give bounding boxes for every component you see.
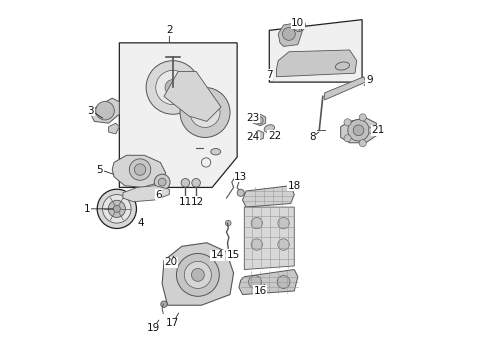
Ellipse shape xyxy=(210,149,220,155)
Circle shape xyxy=(176,253,219,296)
Polygon shape xyxy=(252,130,263,140)
Text: 2: 2 xyxy=(166,25,172,35)
Polygon shape xyxy=(276,50,356,77)
Text: 21: 21 xyxy=(371,125,384,135)
Circle shape xyxy=(154,174,170,190)
Circle shape xyxy=(180,87,229,137)
Polygon shape xyxy=(108,123,119,134)
Text: 18: 18 xyxy=(287,181,300,191)
Polygon shape xyxy=(91,98,119,123)
Circle shape xyxy=(251,239,262,250)
Circle shape xyxy=(251,217,262,229)
Circle shape xyxy=(277,239,288,250)
Circle shape xyxy=(198,106,211,119)
Text: 14: 14 xyxy=(211,250,224,260)
Circle shape xyxy=(191,178,200,187)
Circle shape xyxy=(160,301,167,307)
Polygon shape xyxy=(162,243,233,305)
Polygon shape xyxy=(122,186,169,202)
Text: 4: 4 xyxy=(137,218,144,228)
Text: 3: 3 xyxy=(87,106,94,116)
Polygon shape xyxy=(119,43,237,187)
Circle shape xyxy=(95,101,114,120)
Polygon shape xyxy=(239,270,297,295)
Circle shape xyxy=(343,119,350,126)
Polygon shape xyxy=(340,118,376,143)
Polygon shape xyxy=(164,71,221,121)
Text: 8: 8 xyxy=(308,132,315,142)
Text: 15: 15 xyxy=(227,250,240,260)
Circle shape xyxy=(248,276,261,288)
Circle shape xyxy=(165,80,181,95)
Text: 7: 7 xyxy=(265,70,272,80)
Circle shape xyxy=(155,70,190,105)
Circle shape xyxy=(97,189,136,228)
Circle shape xyxy=(352,125,363,136)
Circle shape xyxy=(134,164,146,175)
Polygon shape xyxy=(324,77,365,100)
Polygon shape xyxy=(253,114,265,126)
Text: 11: 11 xyxy=(179,197,192,207)
Polygon shape xyxy=(278,23,302,46)
Text: 13: 13 xyxy=(234,172,247,182)
Circle shape xyxy=(359,114,365,121)
Text: 10: 10 xyxy=(291,18,304,28)
Text: 22: 22 xyxy=(268,131,281,141)
Ellipse shape xyxy=(264,125,274,132)
Text: 23: 23 xyxy=(246,113,259,123)
Circle shape xyxy=(102,195,131,223)
Ellipse shape xyxy=(335,62,349,70)
Text: 5: 5 xyxy=(96,165,103,175)
Text: 24: 24 xyxy=(246,132,259,142)
Circle shape xyxy=(276,276,289,288)
Circle shape xyxy=(282,27,295,40)
Circle shape xyxy=(158,178,166,186)
Circle shape xyxy=(129,159,151,180)
Text: 1: 1 xyxy=(84,204,91,214)
Circle shape xyxy=(256,117,263,124)
Text: 9: 9 xyxy=(365,75,372,85)
Circle shape xyxy=(190,97,220,127)
Circle shape xyxy=(191,268,204,281)
Polygon shape xyxy=(242,186,294,207)
Text: 16: 16 xyxy=(253,286,266,296)
Text: 17: 17 xyxy=(166,318,179,328)
Circle shape xyxy=(343,135,350,142)
Text: 20: 20 xyxy=(164,257,177,267)
Circle shape xyxy=(225,220,230,226)
Polygon shape xyxy=(112,155,166,187)
Circle shape xyxy=(184,261,211,288)
Text: 6: 6 xyxy=(155,190,162,200)
Text: 12: 12 xyxy=(191,197,204,207)
Circle shape xyxy=(113,205,120,212)
Circle shape xyxy=(359,140,365,147)
Circle shape xyxy=(347,120,368,141)
Circle shape xyxy=(108,200,125,217)
Circle shape xyxy=(146,61,199,114)
Circle shape xyxy=(368,127,375,134)
Circle shape xyxy=(277,217,288,229)
Circle shape xyxy=(292,19,305,31)
Text: 19: 19 xyxy=(146,323,160,333)
Polygon shape xyxy=(269,20,362,82)
Circle shape xyxy=(237,189,244,196)
Polygon shape xyxy=(244,207,294,270)
Circle shape xyxy=(181,178,189,187)
